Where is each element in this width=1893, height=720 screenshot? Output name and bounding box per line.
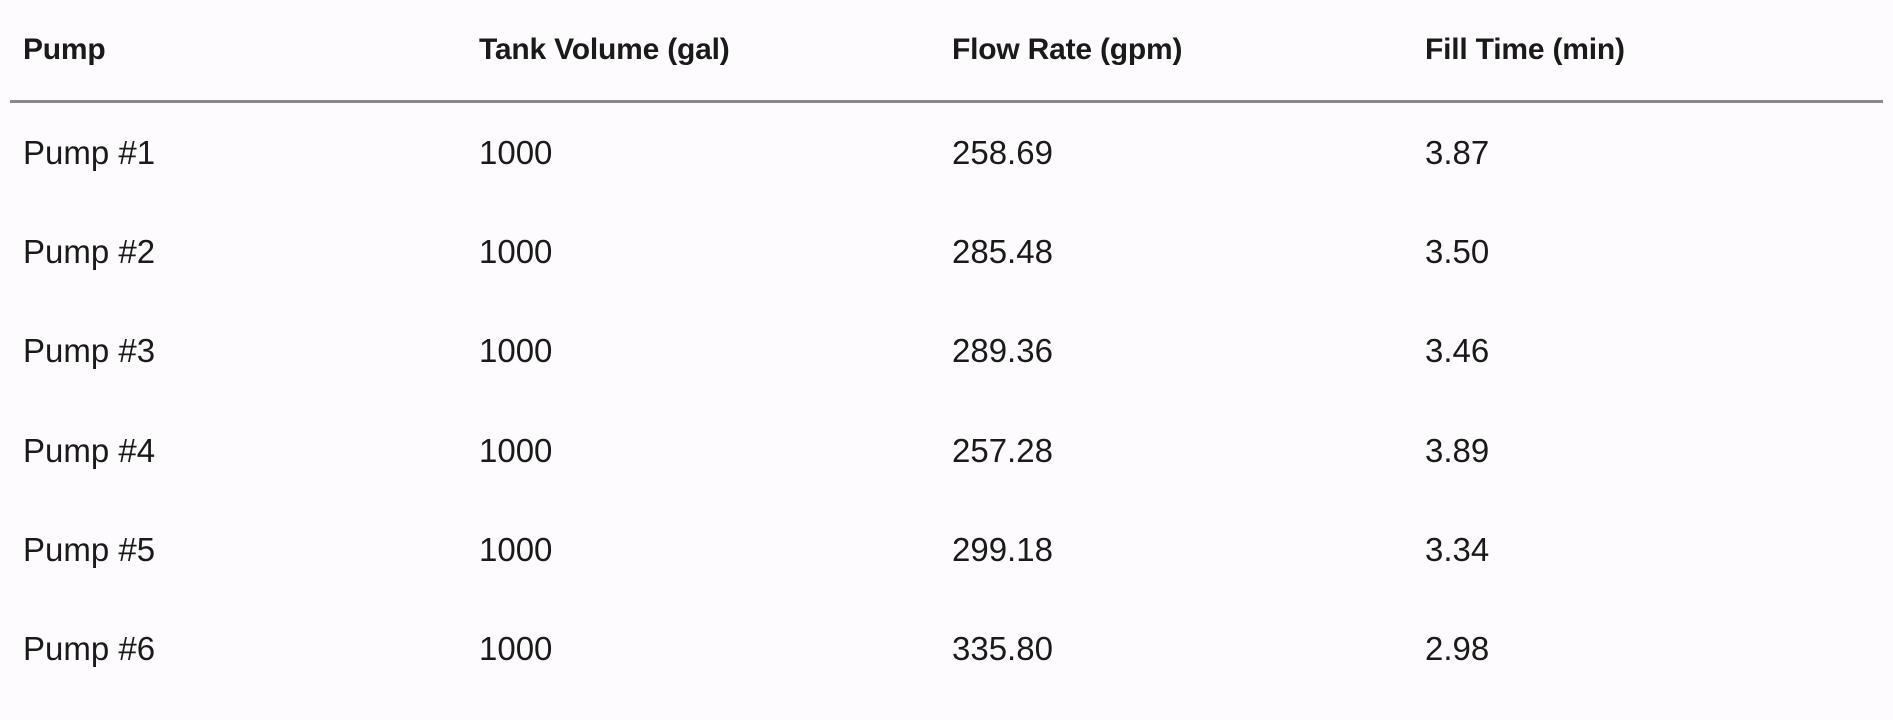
header-fill-time: Fill Time (min) bbox=[1412, 0, 1883, 103]
cell-fill-time: 3.46 bbox=[1425, 332, 1490, 370]
pump-table-container: Pump Tank Volume (gal) Flow Rate (gpm) F… bbox=[10, 0, 1883, 699]
cell-tank-volume: 1000 bbox=[479, 332, 553, 370]
cell-fill-time: 3.34 bbox=[1425, 530, 1490, 568]
cell-fill-time: 2.98 bbox=[1425, 630, 1490, 668]
cell-tank-volume: 1000 bbox=[479, 431, 553, 469]
cell-flow-rate: 258.69 bbox=[952, 133, 1053, 171]
header-row: Pump Tank Volume (gal) Flow Rate (gpm) F… bbox=[10, 0, 1883, 103]
cell-flow-rate: 285.48 bbox=[952, 232, 1053, 270]
cell-pump: Pump #6 bbox=[23, 630, 156, 668]
cell-tank-volume: 1000 bbox=[479, 630, 553, 668]
cell-pump: Pump #5 bbox=[23, 530, 156, 568]
cell-pump: Pump #2 bbox=[23, 232, 156, 270]
cell-fill-time: 3.87 bbox=[1425, 133, 1490, 171]
table-row: Pump #1 1000 258.69 3.87 bbox=[10, 102, 1883, 203]
cell-flow-rate: 257.28 bbox=[952, 431, 1053, 469]
cell-flow-rate: 289.36 bbox=[952, 332, 1053, 370]
cell-fill-time: 3.89 bbox=[1425, 431, 1490, 469]
table-row: Pump #2 1000 285.48 3.50 bbox=[10, 202, 1883, 301]
table-row: Pump #4 1000 257.28 3.89 bbox=[10, 401, 1883, 500]
table-body: Pump #1 1000 258.69 3.87 Pump #2 1000 28… bbox=[10, 102, 1883, 699]
cell-tank-volume: 1000 bbox=[479, 530, 553, 568]
cell-pump: Pump #1 bbox=[23, 133, 156, 171]
header-flow-rate: Flow Rate (gpm) bbox=[939, 0, 1412, 103]
cell-pump: Pump #3 bbox=[23, 332, 156, 370]
table-row: Pump #6 1000 335.80 2.98 bbox=[10, 599, 1883, 698]
cell-pump: Pump #4 bbox=[23, 431, 156, 469]
cell-fill-time: 3.50 bbox=[1425, 232, 1490, 270]
pump-fill-time-table: Pump Tank Volume (gal) Flow Rate (gpm) F… bbox=[10, 0, 1883, 699]
table-row: Pump #5 1000 299.18 3.34 bbox=[10, 500, 1883, 599]
cell-flow-rate: 335.80 bbox=[952, 630, 1053, 668]
table-row: Pump #3 1000 289.36 3.46 bbox=[10, 302, 1883, 401]
cell-flow-rate: 299.18 bbox=[952, 530, 1053, 568]
header-pump: Pump bbox=[10, 0, 466, 103]
header-tank-volume: Tank Volume (gal) bbox=[466, 0, 939, 103]
cell-tank-volume: 1000 bbox=[479, 133, 553, 171]
cell-tank-volume: 1000 bbox=[479, 232, 553, 270]
table-header: Pump Tank Volume (gal) Flow Rate (gpm) F… bbox=[10, 0, 1883, 103]
